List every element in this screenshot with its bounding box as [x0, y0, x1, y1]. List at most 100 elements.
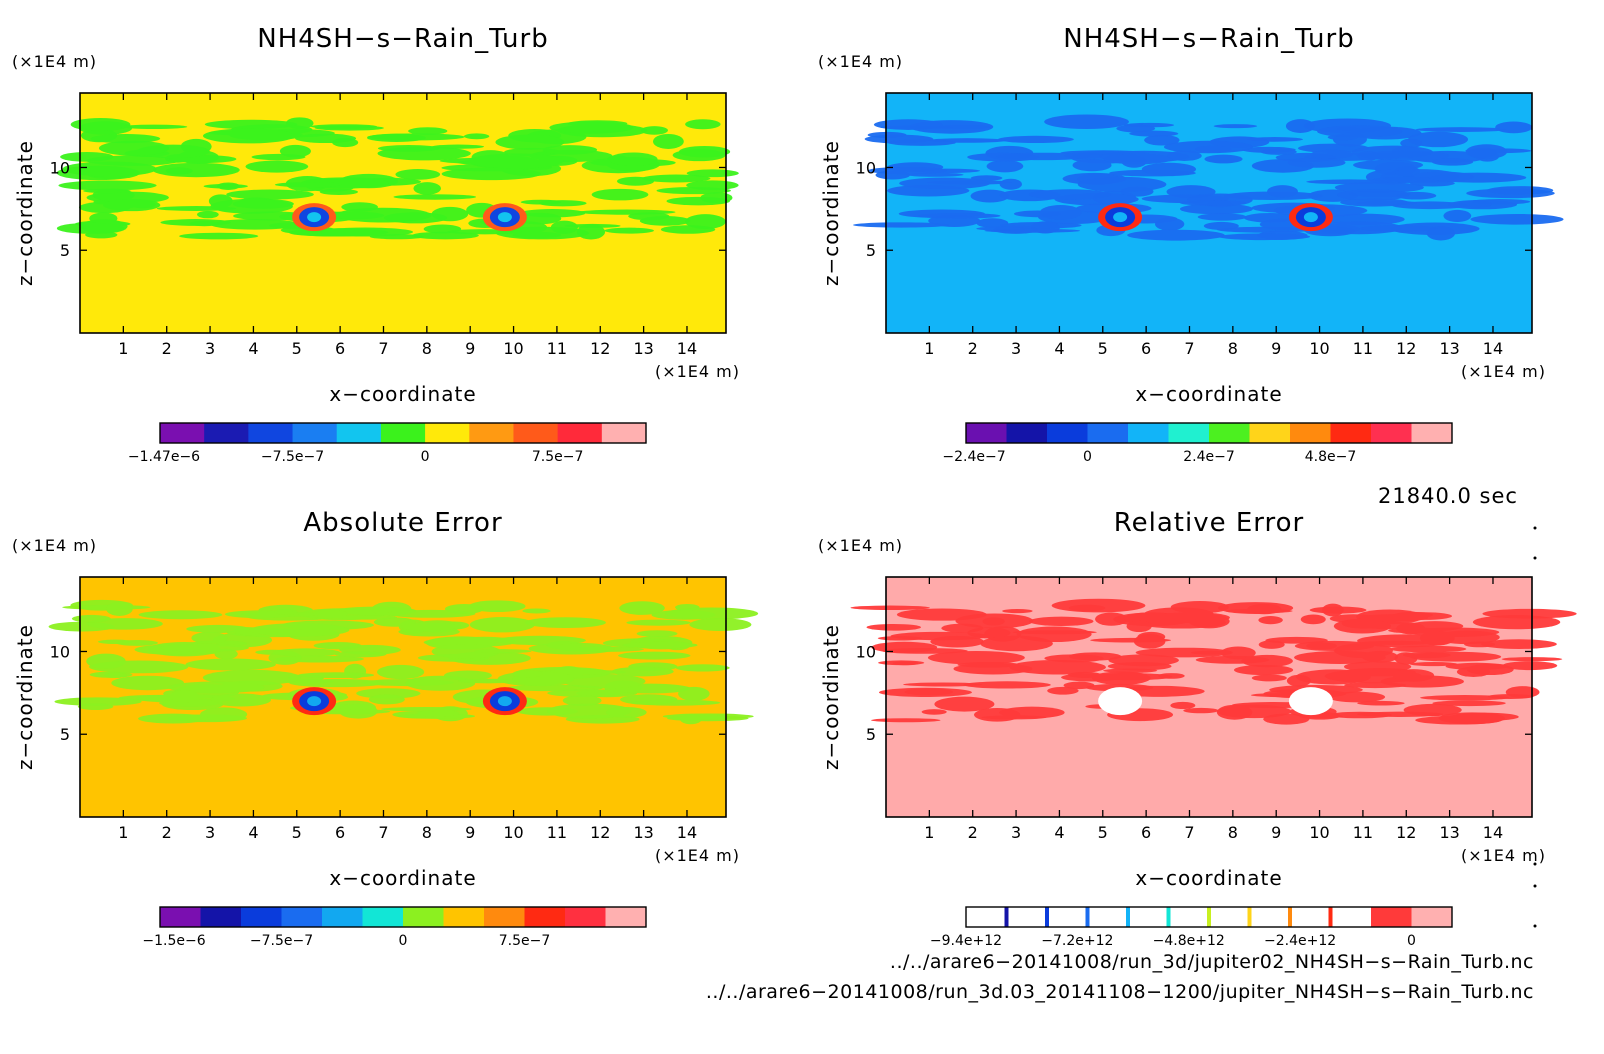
- colorbar-label: −2.4e−7: [942, 449, 1005, 465]
- contour-patch: [899, 177, 991, 190]
- contour-patch: [976, 218, 1009, 228]
- x-tick-label: 14: [1483, 823, 1503, 842]
- y-unit-label: (×1E4 m): [818, 536, 903, 555]
- colorbar-level-mark: [1166, 907, 1171, 927]
- contour-patch: [970, 189, 1010, 203]
- contour-patch: [1359, 225, 1439, 232]
- colorbar-label: 0: [1083, 449, 1092, 465]
- contour-patch: [1028, 616, 1094, 626]
- contour-patch: [71, 614, 111, 623]
- contour-patch: [918, 213, 1001, 219]
- contour-patch: [976, 226, 1028, 231]
- contour-patch: [1135, 647, 1233, 658]
- x-tick-label: 8: [422, 823, 432, 842]
- colorbar-level-mark: [1045, 907, 1049, 927]
- colorbar-swatch: [362, 907, 404, 927]
- contour-patch: [463, 133, 490, 140]
- contour-patch: [1443, 209, 1472, 222]
- contour-patch: [1260, 148, 1297, 155]
- x-tick-label: 7: [1184, 339, 1194, 358]
- colorbar-swatch: [1330, 423, 1372, 443]
- x-tick-label: 9: [1271, 823, 1281, 842]
- contour-patch: [881, 648, 968, 654]
- contour-patch: [1341, 618, 1386, 629]
- contour-patch: [179, 232, 259, 240]
- contour-patch: [1487, 186, 1554, 195]
- x-tick-label: 8: [1228, 339, 1238, 358]
- contour-patch: [1129, 130, 1179, 137]
- colorbar-swatch: [1087, 423, 1129, 443]
- x-tick-label: 12: [590, 823, 610, 842]
- contour-patch: [1362, 650, 1399, 663]
- contour-patch: [138, 713, 208, 724]
- colorbar-swatch: [557, 423, 603, 443]
- y-unit-label: (×1E4 m): [12, 536, 97, 555]
- contour-patch: [167, 681, 265, 694]
- x-tick-label: 12: [590, 339, 610, 358]
- colorbar-swatch: [281, 907, 323, 927]
- colorbar: −1.47e−6 −7.5e−7 0 7.5e−7: [128, 422, 647, 465]
- contour-patch: [1111, 672, 1147, 677]
- contour-patch: [1158, 673, 1185, 679]
- contour-patch: [1495, 121, 1533, 134]
- contour-patch: [444, 670, 492, 681]
- contour-patch: [542, 145, 598, 155]
- colorbar-swatch: [292, 423, 338, 443]
- contour-patch: [549, 121, 634, 134]
- colorbar-swatch: [248, 423, 294, 443]
- contour-patch: [903, 682, 983, 687]
- contour-patch: [686, 180, 739, 191]
- storm-core-2: [1288, 203, 1333, 232]
- storm-core-1: [1098, 687, 1143, 716]
- core-center: [497, 212, 512, 223]
- contour-patch: [210, 693, 271, 707]
- x-unit-label: (×1E4 m): [1461, 846, 1546, 865]
- contour-patch: [878, 660, 925, 666]
- plot-frame: [885, 576, 1533, 818]
- contour-patch: [1420, 695, 1510, 701]
- contour-patch: [562, 695, 602, 707]
- file-path-2: ../../arare6−20141008/run_3d.03_20141108…: [705, 981, 1534, 1003]
- colorbar-swatch: [1209, 423, 1250, 443]
- contour-patch: [99, 140, 170, 156]
- contour-patch: [866, 623, 921, 631]
- contour-patch: [1505, 686, 1540, 699]
- colorbar-swatch: [1411, 423, 1453, 443]
- contour-patch: [1357, 711, 1444, 717]
- contour-patch: [368, 694, 405, 705]
- contour-patch: [77, 703, 114, 710]
- colorbar-swatch: [160, 907, 201, 927]
- contour-patch: [1415, 127, 1507, 132]
- contour-patch: [1317, 125, 1403, 138]
- panel-2: 1 2 3 4 5 6 7 8 9 10 11 12 13 14510NH4SH−s−Rain_Turb(…: [818, 24, 1564, 465]
- contour-patch: [1241, 654, 1293, 668]
- colorbar-label: 7.5e−7: [499, 933, 551, 949]
- contour-patch: [495, 134, 565, 150]
- colorbar-label: −7.5e−7: [250, 933, 313, 949]
- colorbar-label: −1.47e−6: [128, 449, 200, 465]
- contour-patch: [1064, 152, 1103, 159]
- contour-patch: [1170, 701, 1196, 710]
- colorbar-swatch: [1411, 907, 1453, 927]
- contour-patch: [678, 686, 710, 701]
- contour-patch: [1127, 229, 1225, 241]
- contour-patch: [1409, 661, 1458, 667]
- x-tick-label: 4: [1054, 823, 1064, 842]
- contour-patch: [1340, 198, 1409, 207]
- contour-patch: [973, 708, 1021, 722]
- x-tick-label: 9: [465, 823, 475, 842]
- contour-patch: [1470, 213, 1564, 225]
- contour-patch: [1294, 651, 1386, 664]
- contour-patch: [1197, 213, 1247, 221]
- contour-patch: [679, 714, 702, 725]
- contour-patch: [1353, 159, 1424, 171]
- colorbar-swatch: [1128, 907, 1169, 927]
- contour-patch: [1203, 221, 1239, 230]
- y-tick-label: 5: [60, 241, 70, 260]
- contour-patch: [97, 639, 133, 645]
- edge-dot: [1533, 924, 1537, 928]
- contour-patch: [619, 601, 665, 615]
- contour-patch: [393, 194, 477, 200]
- contour-patch: [1394, 652, 1418, 665]
- contour-patch: [70, 117, 131, 132]
